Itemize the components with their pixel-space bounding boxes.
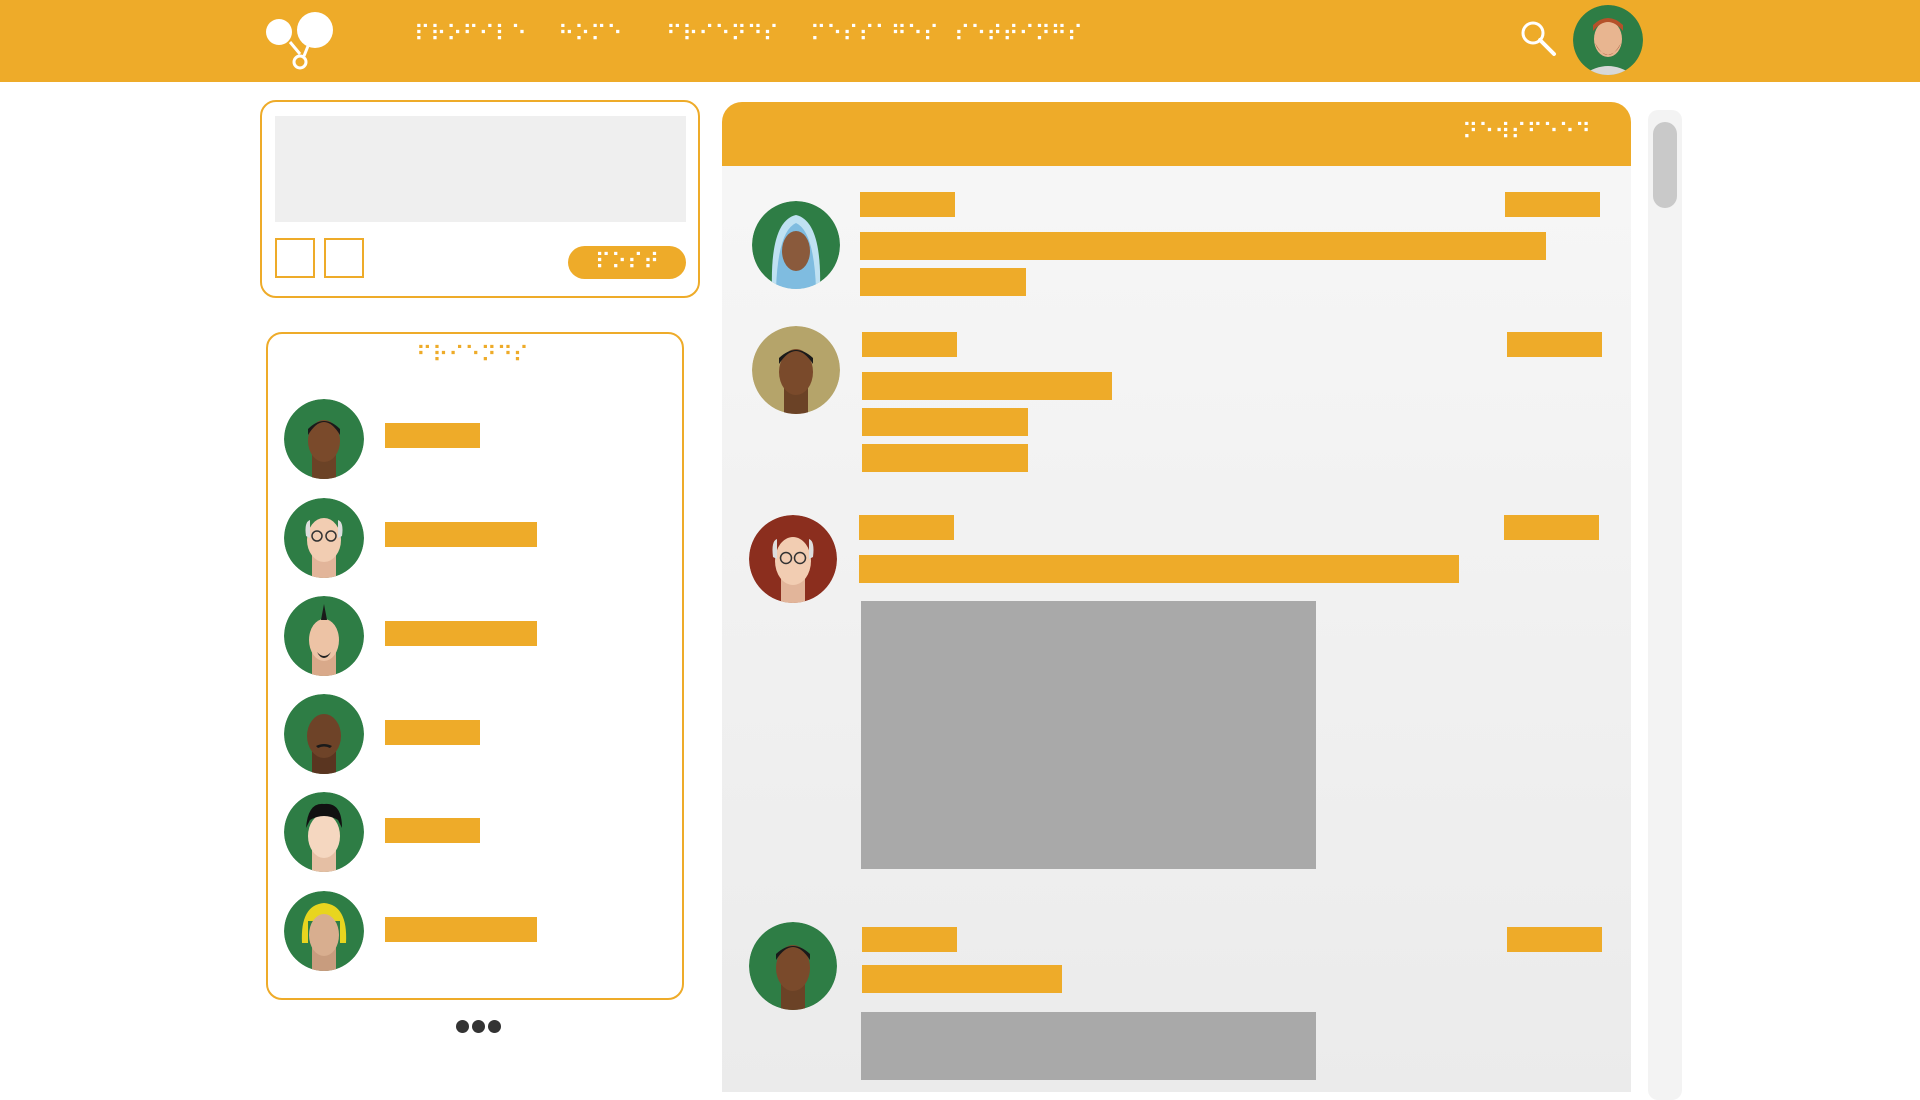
news-feed-header xyxy=(722,102,1631,166)
friend-name-placeholder[interactable] xyxy=(385,621,537,646)
friend-name-placeholder[interactable] xyxy=(385,423,480,448)
nav-item-messages[interactable]: ⠍⠑⠎⠎⠁⠛⠑⠎ xyxy=(810,22,939,47)
nav-item-friends[interactable]: ⠋⠗⠊⠑⠝⠙⠎ xyxy=(666,22,779,47)
post-text-line xyxy=(860,268,1026,296)
more-friends-dot[interactable] xyxy=(456,1020,469,1033)
post-text-line xyxy=(862,444,1028,472)
post-timestamp xyxy=(1504,515,1599,540)
post-author-name[interactable] xyxy=(860,192,955,217)
post-author-avatar[interactable] xyxy=(749,515,837,603)
post-text-line xyxy=(859,555,1459,583)
feed-scrollbar-thumb[interactable] xyxy=(1653,122,1677,208)
friend-avatar[interactable] xyxy=(284,891,364,971)
post-author-name[interactable] xyxy=(862,332,957,357)
post-author-name[interactable] xyxy=(862,927,957,952)
more-friends-dot[interactable] xyxy=(472,1020,485,1033)
post-author-name[interactable] xyxy=(859,515,954,540)
logo-icon[interactable] xyxy=(262,10,342,72)
friend-avatar[interactable] xyxy=(284,399,364,479)
post-timestamp xyxy=(1507,927,1602,952)
attach-file-button[interactable] xyxy=(324,238,364,278)
compose-text-input[interactable] xyxy=(275,116,686,222)
post-timestamp xyxy=(1507,332,1602,357)
friend-avatar[interactable] xyxy=(284,694,364,774)
post-button-label: ⠏⠕⠎⠞ xyxy=(594,249,660,275)
friend-name-placeholder[interactable] xyxy=(385,522,537,547)
post-text-line xyxy=(862,372,1112,400)
friend-name-placeholder[interactable] xyxy=(385,720,480,745)
friend-avatar[interactable] xyxy=(284,596,364,676)
post-text-line xyxy=(860,232,1546,260)
news-feed-title: ⠝⠑⠺⠎⠋⠑⠑⠙ xyxy=(1462,120,1591,145)
friends-panel-title: ⠋⠗⠊⠑⠝⠙⠎ xyxy=(416,343,529,368)
user-avatar[interactable] xyxy=(1573,5,1643,75)
friend-avatar[interactable] xyxy=(284,498,364,578)
friend-avatar[interactable] xyxy=(284,792,364,872)
post-author-avatar[interactable] xyxy=(752,326,840,414)
post-text-line xyxy=(862,408,1028,436)
post-author-avatar[interactable] xyxy=(752,201,840,289)
feed-scrollbar-track[interactable] xyxy=(1648,110,1682,1100)
post-timestamp xyxy=(1505,192,1600,217)
post-image[interactable] xyxy=(861,1012,1316,1080)
more-friends-dot[interactable] xyxy=(488,1020,501,1033)
friend-name-placeholder[interactable] xyxy=(385,818,480,843)
attach-photo-button[interactable] xyxy=(275,238,315,278)
search-icon[interactable] xyxy=(1518,18,1558,58)
post-image[interactable] xyxy=(861,601,1316,869)
nav-item-settings[interactable]: ⠎⠑⠞⠞⠊⠝⠛⠎ xyxy=(954,22,1083,47)
nav-item-home[interactable]: ⠓⠕⠍⠑ xyxy=(558,22,623,47)
post-author-avatar[interactable] xyxy=(749,922,837,1010)
friend-name-placeholder[interactable] xyxy=(385,917,537,942)
post-text-line xyxy=(862,965,1062,993)
post-button[interactable]: ⠏⠕⠎⠞ xyxy=(568,246,686,279)
nav-item-profile[interactable]: ⠏⠗⠕⠋⠊⠇⠑ xyxy=(414,22,527,47)
